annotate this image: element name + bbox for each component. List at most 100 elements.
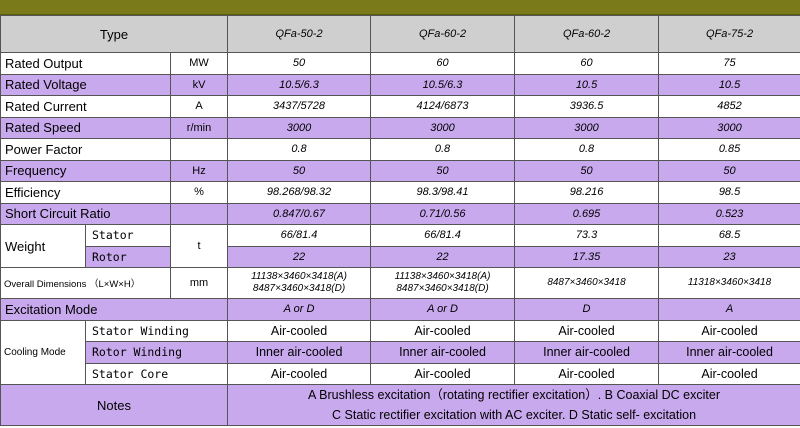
cell: D: [514, 298, 660, 321]
row-unit: %: [169, 181, 229, 204]
cell: Air-cooled: [514, 319, 660, 342]
table-row: Rotor Winding Inner air-cooled Inner air…: [1, 341, 800, 364]
cell: 73.3: [514, 224, 660, 247]
cell: Air-cooled: [658, 319, 800, 342]
cell: Air-cooled: [514, 362, 660, 385]
rotor-sublabel: Rotor: [85, 245, 171, 268]
cell: 11138×3460×3418(A) 8487×3460×3418(D): [227, 267, 372, 299]
cell: 11138×3460×3418(A) 8487×3460×3418(D): [370, 267, 516, 299]
cell: 10.5: [514, 73, 660, 96]
specs-table: Type QFa-50-2 QFa-60-2 QFa-60-2 QFa-75-2…: [0, 15, 800, 426]
cell: 60: [514, 52, 660, 75]
cell: 50: [514, 159, 660, 182]
table-row: Efficiency % 98.268/98.32 98.3/98.41 98.…: [0, 181, 800, 204]
row-unit: r/min: [169, 116, 229, 139]
table-row: Short Circuit Ratio 0.847/0.67 0.71/0.56…: [0, 202, 800, 225]
rotor-winding-sublabel: Rotor Winding: [84, 341, 229, 364]
cell: Air-cooled: [227, 319, 372, 342]
model-header: QFa-75-2: [658, 15, 800, 53]
cell: 50: [227, 52, 372, 75]
cell: 66/81.4: [370, 224, 516, 247]
cell: Air-cooled: [370, 319, 516, 342]
cell: 3000: [370, 116, 516, 139]
cell: Inner air-cooled: [370, 341, 516, 364]
cell: 66/81.4: [227, 224, 372, 247]
row-label: Rated Speed: [0, 116, 171, 139]
type-header: Type: [0, 15, 229, 53]
row-unit: [169, 202, 229, 225]
table-row: Frequency Hz 50 50 50 50: [0, 159, 800, 182]
table-row: Cooling Mode Stator Winding Air-cooled A…: [0, 319, 800, 385]
dim-line: 8487×3460×3418: [547, 277, 626, 288]
row-label: Rated Current: [0, 95, 171, 118]
row-label: Overall Dimensions （L×W×H）: [0, 267, 171, 299]
row-label: Rated Output: [0, 52, 171, 75]
notes-body: A Brushless excitation（rotating rectifie…: [227, 384, 800, 426]
top-bar: [0, 0, 800, 15]
cell: 3437/5728: [227, 95, 372, 118]
cell: 50: [658, 159, 800, 182]
cell: A or D: [227, 298, 372, 321]
table-row: Excitation Mode A or D A or D D A: [0, 298, 800, 321]
row-unit: Hz: [169, 159, 229, 182]
stator-winding-sublabel: Stator Winding: [84, 319, 229, 342]
cell: 68.5: [658, 224, 800, 247]
notes-line: C Static rectifier excitation with AC ex…: [332, 408, 697, 422]
dim-line: 11138×3460×3418(A): [251, 271, 347, 282]
cell: 3000: [227, 116, 372, 139]
cell: Inner air-cooled: [658, 341, 800, 364]
row-label: Power Factor: [0, 138, 171, 161]
cell: 50: [370, 159, 516, 182]
cell: 23: [658, 245, 800, 268]
stator-sublabel: Stator: [85, 224, 171, 247]
dim-line: 11318×3460×3418: [687, 277, 772, 288]
cell: 0.8: [514, 138, 660, 161]
cell: 50: [227, 159, 372, 182]
row-unit: kV: [169, 73, 229, 96]
notes-line: A Brushless excitation（rotating rectifie…: [308, 388, 721, 402]
weight-label: Weight: [0, 224, 86, 268]
dim-line: 11138×3460×3418(A): [394, 271, 491, 282]
cell: 0.847/0.67: [227, 202, 372, 225]
cell: 98.3/98.41: [370, 181, 516, 204]
model-header: QFa-50-2: [227, 15, 372, 53]
notes-row: Notes A Brushless excitation（rotating re…: [0, 384, 800, 426]
row-label: Excitation Mode: [0, 298, 229, 321]
table-row: Rated Speed r/min 3000 3000 3000 3000: [0, 116, 800, 139]
cell: 22: [370, 245, 516, 268]
cell: A or D: [370, 298, 516, 321]
cell: 0.71/0.56: [370, 202, 516, 225]
cell: Air-cooled: [227, 362, 372, 385]
cell: 4852: [658, 95, 800, 118]
table-row: Rated Voltage kV 10.5/6.3 10.5/6.3 10.5 …: [0, 73, 800, 96]
model-header: QFa-60-2: [370, 15, 516, 53]
table-header-row: Type QFa-50-2 QFa-60-2 QFa-60-2 QFa-75-2: [0, 15, 800, 53]
row-label: Frequency: [0, 159, 171, 182]
table-row: Overall Dimensions （L×W×H） mm 11138×3460…: [0, 267, 800, 299]
cooling-label: Cooling Mode: [0, 319, 86, 385]
cell: 17.35: [514, 245, 660, 268]
row-unit: MW: [169, 52, 229, 75]
cell: 75: [658, 52, 800, 75]
table-row: Rated Current A 3437/5728 4124/6873 3936…: [0, 95, 800, 118]
cell: 98.5: [658, 181, 800, 204]
row-label: Efficiency: [0, 181, 171, 204]
cell: 0.695: [514, 202, 660, 225]
cell: 60: [370, 52, 516, 75]
cell: 8487×3460×3418: [514, 267, 660, 299]
cell: 0.85: [658, 138, 800, 161]
cell: 22: [227, 245, 372, 268]
row-unit: A: [169, 95, 229, 118]
cell: 10.5/6.3: [370, 73, 516, 96]
cell: 0.8: [227, 138, 372, 161]
cell: 0.8: [370, 138, 516, 161]
table-row: Stator Core Air-cooled Air-cooled Air-co…: [1, 362, 800, 385]
model-header: QFa-60-2: [514, 15, 660, 53]
dim-line: 8487×3460×3418(D): [252, 283, 346, 294]
row-unit: mm: [169, 267, 229, 299]
table-row: Weight Stator t 66/81.4 66/81.4 73.3 68.…: [0, 224, 800, 268]
cell: Air-cooled: [370, 362, 516, 385]
cell: Air-cooled: [658, 362, 800, 385]
row-label: Short Circuit Ratio: [0, 202, 171, 225]
table-row: Rotor 22 22 17.35 23: [1, 245, 800, 268]
